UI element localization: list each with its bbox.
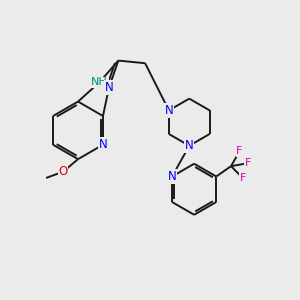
Text: O: O <box>58 165 68 178</box>
Text: F: F <box>244 158 251 168</box>
Text: N: N <box>168 170 176 183</box>
Text: F: F <box>236 146 243 156</box>
Text: F: F <box>240 173 246 183</box>
Text: N: N <box>99 138 107 151</box>
Text: N: N <box>185 139 194 152</box>
Text: N: N <box>105 81 113 94</box>
Text: N: N <box>164 104 173 117</box>
Text: NH: NH <box>91 77 108 87</box>
